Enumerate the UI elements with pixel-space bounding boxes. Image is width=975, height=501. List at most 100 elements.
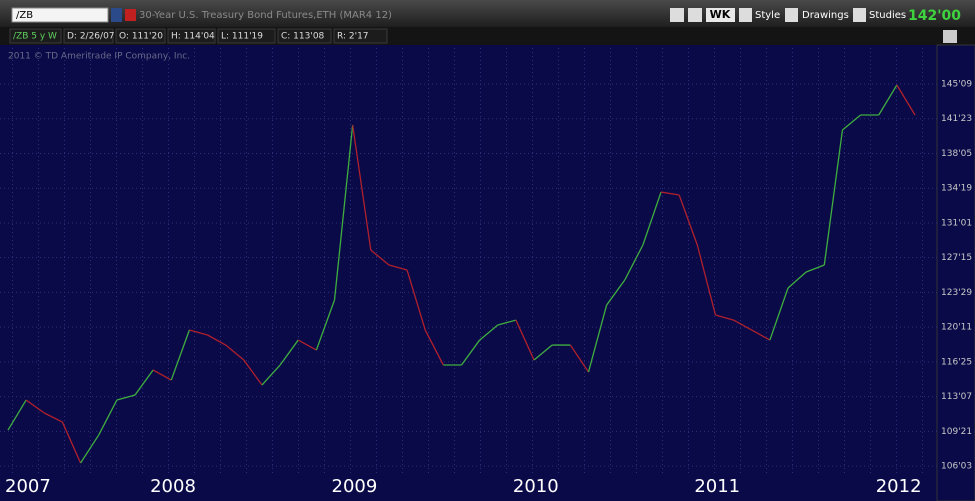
price-segment (116, 394, 136, 401)
price-segment (696, 244, 717, 316)
x-tick-label: 2009 (332, 476, 378, 497)
price-segment (769, 287, 789, 341)
info-cell (333, 28, 388, 44)
price-segment (424, 329, 444, 366)
symbol: /ZB (16, 10, 33, 21)
price-segment (569, 344, 590, 373)
price-segment (297, 339, 317, 351)
y-tick-label: 116'25 (941, 357, 972, 367)
y-tick-label: 109'21 (941, 427, 972, 437)
price-segment (261, 364, 281, 386)
price-segment (207, 334, 226, 346)
plot: 145'09 141'23 138'05 134'19 131'01 127'15 123'… (0, 79, 972, 497)
price-segment (189, 329, 208, 336)
x-tick-label: 2011 (694, 476, 740, 497)
info-cell (63, 28, 114, 44)
info-text: L: 111'19 (221, 32, 263, 42)
price-segment (823, 129, 844, 266)
style-icon[interactable] (739, 8, 752, 22)
y-tick-label: 138'05 (941, 149, 972, 159)
y-tick-label: 141'23 (941, 114, 972, 124)
watermark: 2011 © TD Ameritrade IP Company, Inc. (8, 52, 190, 62)
y-tick-label: 120'11 (941, 323, 972, 333)
price-segment (751, 329, 771, 341)
price-segment (660, 191, 680, 196)
price-segment (61, 421, 82, 464)
price-segment (733, 319, 753, 331)
x-tick-label: 2007 (5, 476, 51, 497)
y-tick-label: 127'15 (941, 253, 972, 263)
last-price: 142'00 (908, 8, 961, 24)
info-text: R: 2'17 (337, 32, 369, 42)
price-segment (7, 399, 27, 431)
price-segment (642, 191, 662, 246)
price-segment (606, 279, 626, 306)
price-segment (896, 84, 916, 116)
price-segment (406, 269, 426, 331)
symbol-field[interactable] (11, 7, 109, 23)
info-text: D: 2/26/07 (67, 32, 115, 42)
price-segment (170, 329, 191, 381)
drawings-button[interactable]: Drawings (802, 10, 849, 21)
price-segment (479, 324, 499, 341)
button-bg[interactable] (706, 8, 735, 22)
price-segment (533, 344, 553, 361)
axis-icon[interactable] (943, 30, 957, 43)
info-cell (277, 28, 332, 44)
toolbar (0, 0, 975, 27)
price-segment (98, 399, 118, 436)
timeframe-button[interactable]: WK (710, 8, 731, 21)
price-segment (624, 244, 644, 281)
studies-button[interactable]: Studies (869, 10, 906, 21)
price-segment (80, 434, 100, 464)
price-segment (787, 271, 807, 289)
price-segment (315, 299, 336, 351)
price-segment (878, 84, 898, 116)
price-segment (243, 359, 263, 386)
price-segment (225, 344, 245, 361)
y-tick-label: 106'03 (941, 462, 972, 472)
info-cell (217, 28, 276, 44)
info-cell (167, 28, 216, 44)
info-text: C: 113'08 (281, 32, 325, 42)
tool-icon[interactable] (670, 8, 684, 22)
y-tick-label: 145'09 (941, 79, 972, 89)
x-tick-label: 2010 (513, 476, 559, 497)
price-segment (460, 339, 481, 366)
info-cell (9, 28, 62, 44)
price-segment (333, 124, 354, 301)
info-text: /ZB 5 y W (13, 32, 57, 42)
price-segment (388, 264, 408, 271)
style-button[interactable]: Style (755, 10, 780, 21)
symbol-dropdown[interactable] (111, 8, 122, 22)
description: 30-Year U.S. Treasury Bond Futures,ETH (… (139, 10, 392, 21)
price-segment (352, 124, 372, 251)
y-tick-label: 113'07 (941, 392, 972, 402)
price-segment (678, 194, 698, 246)
info-text: O: 111'20 (119, 32, 163, 42)
y-tick-label: 134'19 (941, 184, 972, 194)
info-cells: /ZB 5 y W D: 2/26/07 O: 111'20 H: 114'04 L: … (9, 28, 388, 44)
price-segment (25, 399, 45, 414)
price-segment (497, 319, 517, 326)
price-segment (805, 264, 825, 273)
x-tick-label: 2012 (876, 476, 922, 497)
tool-icon[interactable] (688, 8, 702, 22)
price-segment (842, 114, 861, 131)
price-segment (370, 249, 390, 266)
link-button[interactable] (125, 9, 136, 21)
price-segment (587, 304, 608, 373)
vertical-grid (0, 45, 937, 475)
info-text: H: 114'04 (171, 32, 215, 42)
price-segment (134, 369, 154, 396)
y-tick-label: 123'29 (941, 288, 972, 298)
price-segment (715, 314, 734, 321)
drawings-icon[interactable] (785, 8, 798, 22)
price-segment (43, 412, 63, 423)
studies-icon[interactable] (853, 8, 866, 22)
x-tick-label: 2008 (150, 476, 196, 497)
price-segment (515, 319, 535, 361)
y-tick-label: 131'01 (941, 218, 972, 228)
